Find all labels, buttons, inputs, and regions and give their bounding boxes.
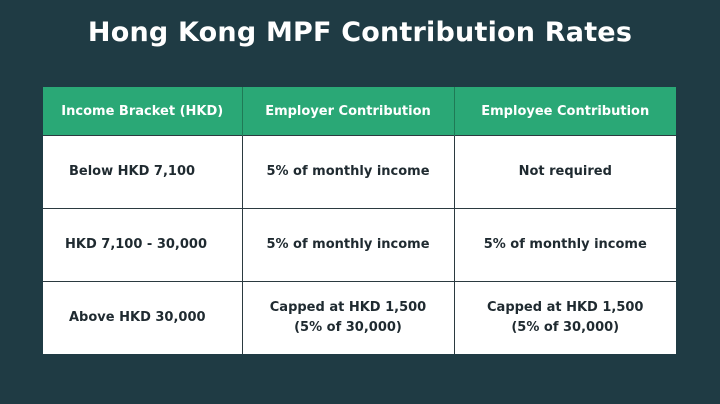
header-employer-contribution: Employer Contribution (242, 87, 455, 136)
income-bracket-cell: Above HKD 30,000 (43, 281, 243, 354)
employee-contribution-cell: Not required (454, 135, 676, 209)
cell-text: 5% of monthly income (266, 237, 430, 252)
cell-text: Capped at HKD 1,500 (269, 300, 427, 315)
employee-contribution-cell: Capped at HKD 1,500 (5% of 30,000) (454, 281, 676, 354)
header-income-bracket: Income Bracket (HKD) (43, 87, 243, 136)
cell-text: 5% of monthly income (266, 164, 430, 179)
employer-contribution-cell: 5% of monthly income (242, 208, 455, 282)
employer-contribution-cell: 5% of monthly income (242, 135, 455, 209)
cell-text: 5% of monthly income (483, 237, 647, 252)
employee-contribution-cell: 5% of monthly income (454, 208, 676, 282)
page-title: Hong Kong MPF Contribution Rates (87, 17, 633, 48)
header-employee-contribution: Employee Contribution (454, 87, 676, 136)
income-bracket-cell: Below HKD 7,100 (43, 135, 243, 209)
cell-text: (5% of 30,000) (294, 320, 402, 335)
contribution-table: Income Bracket (HKD) Employer Contributi… (43, 87, 676, 354)
table-header-row: Income Bracket (HKD) Employer Contributi… (43, 87, 676, 136)
table-row: HKD 7,100 - 30,000 5% of monthly income … (43, 208, 676, 282)
cell-text: (5% of 30,000) (511, 320, 620, 335)
income-bracket-cell: HKD 7,100 - 30,000 (43, 208, 243, 282)
cell-text: Not required (518, 164, 612, 179)
table-row: Above HKD 30,000 Capped at HKD 1,500 (5%… (43, 281, 676, 354)
mpf-rates-table: Income Bracket (HKD) Employer Contributi… (43, 87, 676, 354)
cell-text: Capped at HKD 1,500 (487, 300, 644, 315)
employer-contribution-cell: Capped at HKD 1,500 (5% of 30,000) (242, 281, 455, 354)
table-row: Below HKD 7,100 5% of monthly income Not… (43, 135, 676, 209)
